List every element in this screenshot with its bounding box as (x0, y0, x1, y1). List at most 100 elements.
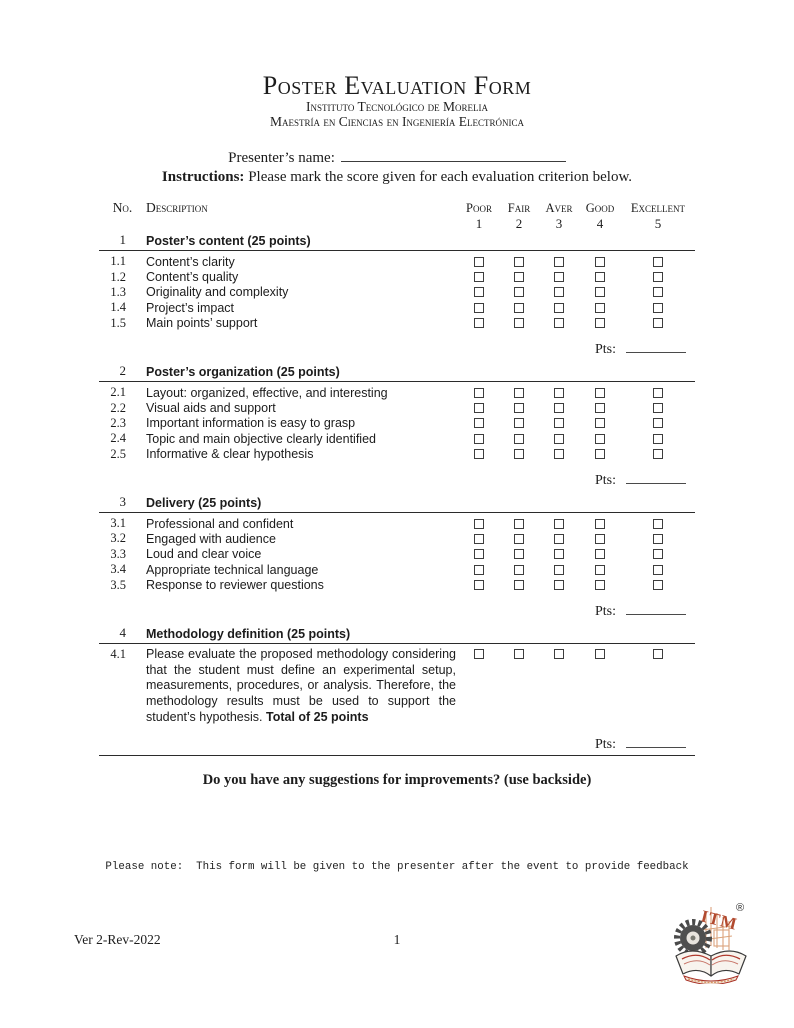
col-header-score-value: 5 (654, 216, 662, 231)
checkbox-poor[interactable] (474, 272, 484, 283)
checkbox-fair[interactable] (514, 648, 524, 659)
section-number: 1 (119, 232, 127, 247)
checkbox-poor[interactable] (474, 302, 484, 313)
checkbox-aver[interactable] (554, 549, 564, 560)
presenter-name-line[interactable] (340, 149, 566, 162)
checkbox-excellent[interactable] (653, 403, 663, 414)
checkbox-fair[interactable] (514, 518, 524, 529)
checkbox-good[interactable] (595, 272, 605, 283)
checkbox-excellent[interactable] (653, 449, 663, 460)
checkbox-good[interactable] (595, 418, 605, 429)
checkbox-good[interactable] (595, 533, 605, 544)
col-header-score-value: 3 (555, 216, 563, 231)
checkbox-good[interactable] (595, 648, 605, 659)
checkbox-excellent[interactable] (653, 256, 663, 267)
checkbox-fair[interactable] (514, 272, 524, 283)
checkbox-aver[interactable] (554, 580, 564, 591)
checkbox-aver[interactable] (554, 418, 564, 429)
checkbox-poor[interactable] (474, 256, 484, 267)
divider (99, 511, 695, 513)
checkbox-excellent[interactable] (653, 518, 663, 529)
checkbox-poor[interactable] (474, 580, 484, 591)
checkbox-fair[interactable] (514, 403, 524, 414)
checkbox-aver[interactable] (554, 648, 564, 659)
checkbox-aver[interactable] (554, 564, 564, 575)
table-row: 1.2 Content’s quality (99, 269, 695, 284)
checkbox-poor[interactable] (474, 648, 484, 659)
checkbox-aver[interactable] (554, 387, 564, 398)
checkbox-excellent[interactable] (653, 387, 663, 398)
row-description: Topic and main objective clearly identif… (146, 431, 376, 446)
checkbox-aver[interactable] (554, 449, 564, 460)
checkbox-poor[interactable] (474, 318, 484, 329)
checkbox-fair[interactable] (514, 418, 524, 429)
itm-logo: ITM ® (672, 896, 752, 986)
checkbox-good[interactable] (595, 318, 605, 329)
checkbox-good[interactable] (595, 387, 605, 398)
checkbox-aver[interactable] (554, 302, 564, 313)
checkbox-fair[interactable] (514, 387, 524, 398)
checkbox-poor[interactable] (474, 533, 484, 544)
table-row: 1.5 Main points’ support (99, 316, 695, 331)
checkbox-excellent[interactable] (653, 549, 663, 560)
checkbox-fair[interactable] (514, 302, 524, 313)
checkbox-poor[interactable] (474, 518, 484, 529)
checkbox-good[interactable] (595, 302, 605, 313)
pts-line[interactable] (626, 471, 686, 484)
checkbox-aver[interactable] (554, 287, 564, 298)
pts-line[interactable] (626, 602, 686, 615)
checkbox-fair[interactable] (514, 318, 524, 329)
checkbox-good[interactable] (595, 518, 605, 529)
checkbox-good[interactable] (595, 549, 605, 560)
checkbox-aver[interactable] (554, 533, 564, 544)
checkbox-excellent[interactable] (653, 533, 663, 544)
checkbox-good[interactable] (595, 256, 605, 267)
checkbox-excellent[interactable] (653, 302, 663, 313)
row-description: Important information is easy to grasp (146, 416, 356, 431)
checkbox-poor[interactable] (474, 564, 484, 575)
row-description: Project’s impact (146, 300, 234, 315)
checkbox-poor[interactable] (474, 433, 484, 444)
checkbox-aver[interactable] (554, 256, 564, 267)
checkbox-aver[interactable] (554, 272, 564, 283)
checkbox-poor[interactable] (474, 418, 484, 429)
checkbox-excellent[interactable] (653, 580, 663, 591)
checkbox-good[interactable] (595, 433, 605, 444)
pts-line[interactable] (626, 340, 686, 353)
checkbox-excellent[interactable] (653, 272, 663, 283)
checkbox-fair[interactable] (514, 449, 524, 460)
checkbox-fair[interactable] (514, 533, 524, 544)
checkbox-fair[interactable] (514, 433, 524, 444)
checkbox-fair[interactable] (514, 564, 524, 575)
checkbox-excellent[interactable] (653, 648, 663, 659)
checkbox-aver[interactable] (554, 518, 564, 529)
checkbox-poor[interactable] (474, 287, 484, 298)
row-description: Main points’ support (146, 316, 258, 331)
checkbox-good[interactable] (595, 449, 605, 460)
pts-line[interactable] (626, 735, 686, 748)
checkbox-excellent[interactable] (653, 564, 663, 575)
checkbox-excellent[interactable] (653, 287, 663, 298)
checkbox-aver[interactable] (554, 318, 564, 329)
checkbox-fair[interactable] (514, 549, 524, 560)
checkbox-poor[interactable] (474, 449, 484, 460)
checkbox-fair[interactable] (514, 580, 524, 591)
checkbox-aver[interactable] (554, 433, 564, 444)
checkbox-good[interactable] (595, 403, 605, 414)
checkbox-fair[interactable] (514, 287, 524, 298)
program-line: Maestría en Ciencias en Ingeniería Elect… (269, 113, 525, 129)
checkbox-poor[interactable] (474, 387, 484, 398)
checkbox-good[interactable] (595, 580, 605, 591)
checkbox-excellent[interactable] (653, 433, 663, 444)
table-row: 3.3 Loud and clear voice (99, 547, 695, 562)
row-number: 2.3 (110, 415, 126, 430)
checkbox-aver[interactable] (554, 403, 564, 414)
checkbox-excellent[interactable] (653, 318, 663, 329)
checkbox-excellent[interactable] (653, 418, 663, 429)
table-header-values: 1 2 3 4 5 (99, 216, 695, 232)
checkbox-poor[interactable] (474, 403, 484, 414)
checkbox-good[interactable] (595, 287, 605, 298)
checkbox-good[interactable] (595, 564, 605, 575)
checkbox-fair[interactable] (514, 256, 524, 267)
checkbox-poor[interactable] (474, 549, 484, 560)
